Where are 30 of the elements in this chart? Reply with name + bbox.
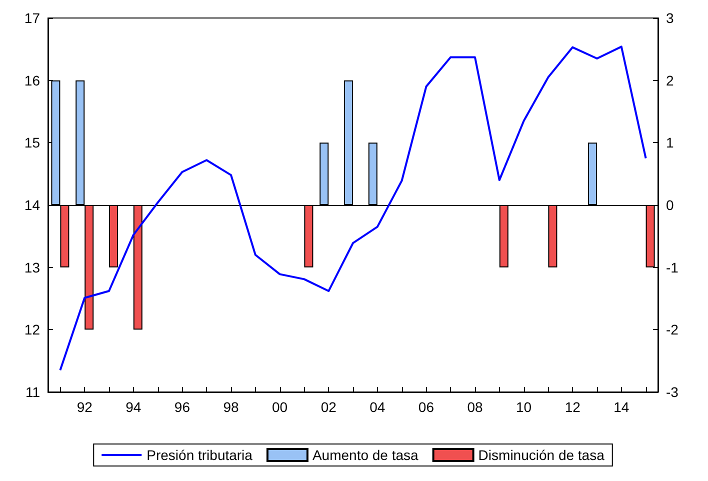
x-tick-label: 02 bbox=[320, 399, 337, 415]
x-tick-label: 10 bbox=[516, 399, 532, 415]
x-tick-label: 08 bbox=[467, 399, 483, 415]
x-tick-label: 94 bbox=[126, 399, 142, 415]
legend-label: Disminución de tasa bbox=[478, 447, 605, 463]
x-tick-label: 00 bbox=[272, 399, 288, 415]
x-tick-label: 12 bbox=[564, 399, 581, 415]
y2-tick-label: -2 bbox=[666, 322, 679, 338]
line-series bbox=[59, 46, 647, 372]
y2-tick-label: 3 bbox=[666, 10, 674, 26]
y-tick-label: 12 bbox=[24, 322, 40, 338]
y2-tick-label: 0 bbox=[666, 197, 674, 213]
x-tick-label: 92 bbox=[76, 399, 93, 415]
x-tick-label: 06 bbox=[418, 399, 434, 415]
legend-label: Presión tributaria bbox=[146, 447, 253, 463]
y-tick-label: 13 bbox=[24, 259, 40, 276]
y-tick-label: 14 bbox=[24, 197, 40, 213]
x-tick-label: 98 bbox=[223, 399, 239, 415]
y-tick-label: 11 bbox=[25, 384, 40, 400]
y-tick-label: 17 bbox=[24, 10, 40, 26]
x-tick-label: 14 bbox=[614, 399, 630, 415]
x-tick-label: 04 bbox=[370, 399, 386, 415]
y-tick-label: 15 bbox=[24, 134, 40, 151]
y-tick-label: 16 bbox=[24, 72, 40, 88]
y2-tick-label: 1 bbox=[666, 134, 674, 151]
y2-tick-label: 2 bbox=[666, 72, 674, 88]
x-tick-label: 96 bbox=[174, 399, 190, 415]
legend-label: Aumento de tasa bbox=[312, 447, 419, 463]
y2-tick-label: -3 bbox=[666, 384, 679, 400]
y2-tick-label: -1 bbox=[666, 259, 679, 276]
